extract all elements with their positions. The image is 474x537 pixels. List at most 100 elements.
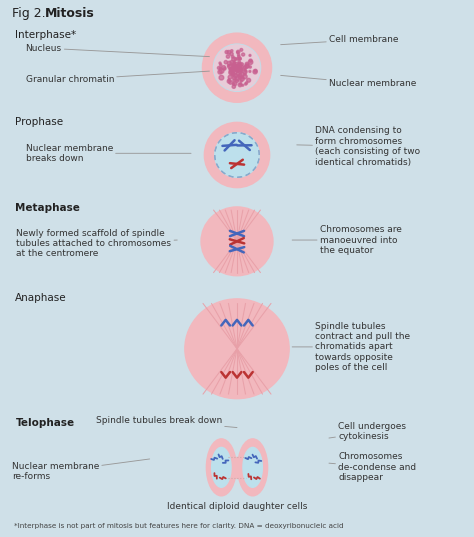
- Text: Nucleus: Nucleus: [26, 43, 210, 56]
- Ellipse shape: [211, 447, 231, 487]
- Text: Identical diploid daughter cells: Identical diploid daughter cells: [167, 502, 307, 511]
- Circle shape: [240, 48, 243, 51]
- Circle shape: [239, 58, 241, 60]
- Circle shape: [238, 63, 242, 67]
- Circle shape: [245, 64, 249, 68]
- Circle shape: [237, 68, 239, 71]
- Circle shape: [232, 76, 237, 79]
- Circle shape: [234, 66, 239, 70]
- Circle shape: [227, 50, 231, 54]
- Text: Spindle tubules
contract and pull the
chromatids apart
towards opposite
poles of: Spindle tubules contract and pull the ch…: [292, 322, 410, 372]
- Circle shape: [235, 68, 237, 70]
- Circle shape: [240, 63, 244, 66]
- Circle shape: [235, 68, 238, 70]
- Circle shape: [224, 61, 228, 64]
- Circle shape: [237, 66, 239, 69]
- Circle shape: [249, 54, 251, 56]
- Circle shape: [227, 79, 231, 83]
- Circle shape: [254, 69, 257, 72]
- Circle shape: [230, 49, 233, 52]
- Circle shape: [234, 62, 239, 67]
- Circle shape: [237, 66, 240, 68]
- Ellipse shape: [206, 439, 236, 496]
- Circle shape: [238, 61, 241, 63]
- Circle shape: [232, 57, 236, 61]
- Circle shape: [235, 66, 239, 70]
- Circle shape: [237, 63, 240, 66]
- Circle shape: [239, 68, 242, 71]
- Polygon shape: [228, 456, 246, 478]
- Text: *Interphase is not part of mitosis but features here for clarity. DNA = deoxyrib: *Interphase is not part of mitosis but f…: [14, 523, 344, 529]
- Circle shape: [204, 122, 270, 187]
- Text: Spindle tubules break down: Spindle tubules break down: [96, 416, 237, 427]
- Text: Nuclear membrane
re-forms: Nuclear membrane re-forms: [12, 459, 150, 481]
- Circle shape: [234, 67, 237, 69]
- Circle shape: [228, 61, 231, 66]
- Circle shape: [219, 75, 224, 80]
- Circle shape: [233, 61, 236, 63]
- Circle shape: [233, 67, 238, 71]
- Text: Interphase*: Interphase*: [15, 30, 76, 40]
- Text: Newly formed scaffold of spindle
tubules attached to chromosomes
at the centrome: Newly formed scaffold of spindle tubules…: [16, 229, 177, 258]
- Text: Fig 2.: Fig 2.: [12, 6, 49, 20]
- Circle shape: [240, 77, 244, 81]
- Circle shape: [249, 59, 252, 62]
- Circle shape: [234, 57, 237, 60]
- Circle shape: [235, 68, 239, 72]
- Circle shape: [242, 84, 244, 86]
- Circle shape: [228, 64, 232, 69]
- Circle shape: [237, 50, 240, 54]
- Circle shape: [233, 65, 236, 68]
- Circle shape: [243, 70, 247, 74]
- Circle shape: [233, 82, 237, 86]
- Circle shape: [248, 60, 253, 64]
- Circle shape: [233, 79, 235, 82]
- Circle shape: [229, 67, 233, 71]
- Circle shape: [249, 70, 251, 72]
- Circle shape: [241, 76, 244, 79]
- Circle shape: [230, 67, 234, 71]
- Circle shape: [202, 33, 272, 102]
- Ellipse shape: [238, 439, 268, 496]
- Circle shape: [232, 64, 236, 68]
- Circle shape: [245, 83, 247, 85]
- Text: Chromosomes
de-condense and
disappear: Chromosomes de-condense and disappear: [329, 453, 416, 482]
- Circle shape: [218, 67, 220, 69]
- Text: Nuclear membrane: Nuclear membrane: [281, 75, 416, 89]
- Circle shape: [235, 66, 237, 68]
- Circle shape: [245, 64, 249, 68]
- Circle shape: [237, 55, 240, 58]
- Circle shape: [228, 64, 229, 67]
- Circle shape: [231, 69, 235, 73]
- Circle shape: [237, 54, 240, 56]
- Circle shape: [229, 70, 233, 75]
- Circle shape: [236, 68, 240, 71]
- Circle shape: [236, 66, 239, 70]
- Text: Nuclear membrane
breaks down: Nuclear membrane breaks down: [26, 143, 191, 163]
- Circle shape: [236, 65, 240, 69]
- Circle shape: [244, 73, 246, 75]
- Circle shape: [238, 57, 241, 60]
- Circle shape: [223, 68, 226, 70]
- Circle shape: [234, 66, 238, 70]
- Circle shape: [237, 51, 239, 54]
- Circle shape: [232, 85, 236, 89]
- Circle shape: [237, 67, 240, 70]
- Circle shape: [242, 53, 245, 56]
- Circle shape: [236, 66, 239, 68]
- Circle shape: [238, 83, 242, 87]
- Circle shape: [240, 80, 242, 82]
- Circle shape: [236, 79, 238, 83]
- Circle shape: [235, 77, 239, 81]
- Circle shape: [235, 66, 237, 68]
- Circle shape: [231, 72, 235, 75]
- Circle shape: [219, 64, 222, 66]
- Text: Cell membrane: Cell membrane: [281, 35, 399, 45]
- Text: Granular chromatin: Granular chromatin: [26, 71, 210, 84]
- Circle shape: [239, 67, 243, 71]
- Circle shape: [245, 70, 246, 72]
- Ellipse shape: [201, 207, 273, 275]
- Circle shape: [239, 72, 244, 77]
- Circle shape: [237, 68, 238, 69]
- Circle shape: [233, 83, 235, 85]
